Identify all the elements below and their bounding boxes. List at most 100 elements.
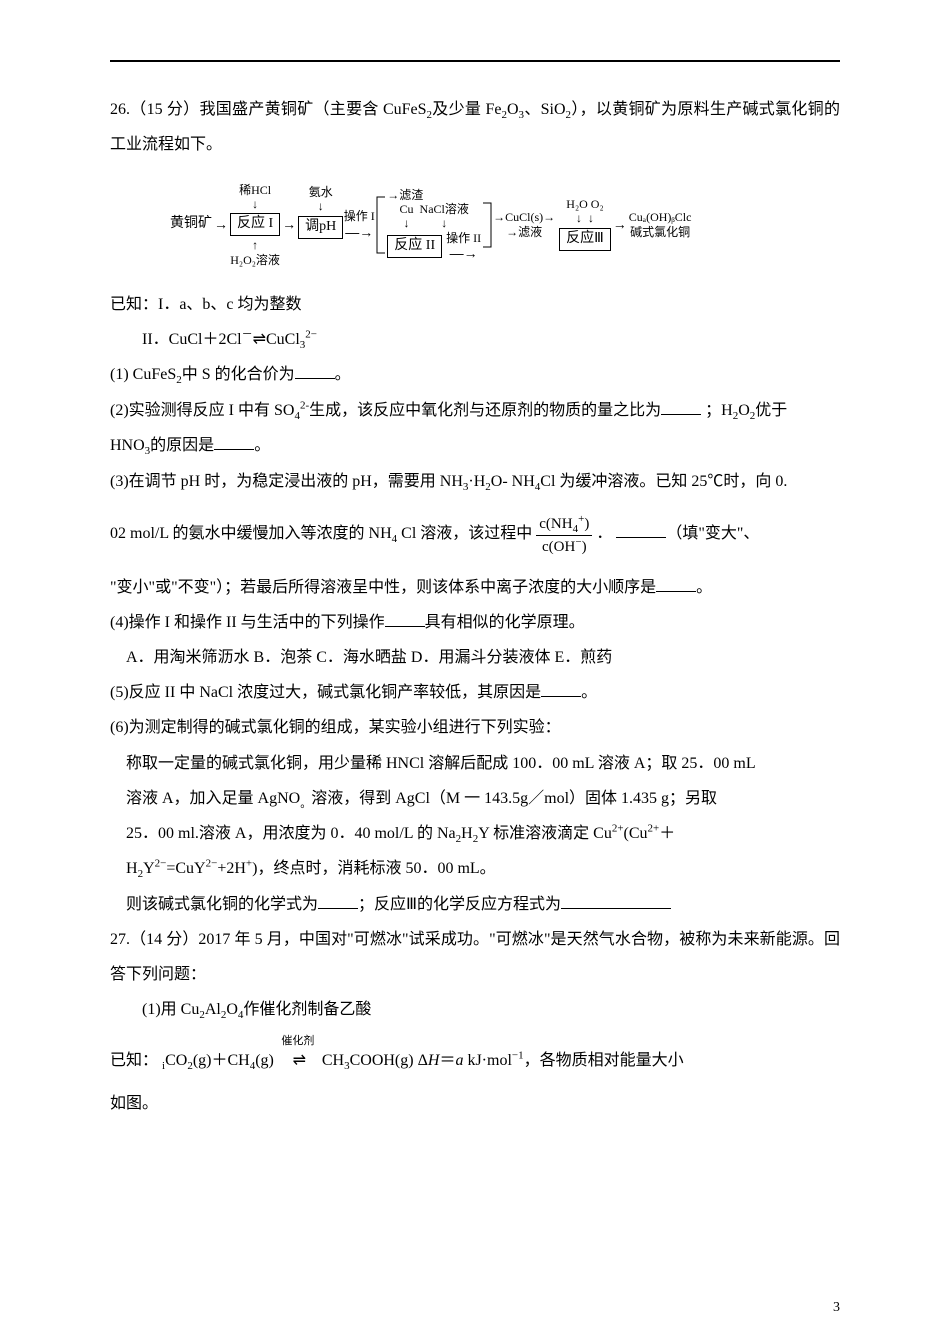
q27-1a: (1)用 Cu: [142, 1001, 199, 1018]
q27-1d: 作催化剂制备乙酸: [243, 1001, 371, 1018]
ammonia: 氨水: [309, 185, 333, 199]
q26-2: (2)实验测得反应 I 中有 SO42-生成，该反应中氧化剂与还原剂的物质的量之…: [110, 393, 840, 428]
blank-9: [561, 908, 671, 909]
eq-pre: 已知：: [110, 1052, 158, 1069]
q27-eq: 已知： iCO2(g)＋CH4(g) 催化剂 ⇌ CH3COOH(g) ΔH＝a…: [110, 1036, 840, 1078]
p6-l3c: Y 标准溶液滴定 Cu: [478, 825, 612, 842]
blank-1: [295, 378, 335, 379]
arrow-4: —→: [450, 245, 478, 262]
nacl-label: NaCl溶液: [420, 202, 469, 216]
frac-num-pre: c(NH: [539, 516, 572, 532]
sup-2m2: 2−: [155, 858, 167, 870]
sup-2m: 2-: [300, 400, 309, 412]
blank-7: [541, 696, 581, 697]
q26-4: (4)操作 I 和操作 II 与生活中的下列操作 具有相似的化学原理。: [110, 605, 840, 640]
p6-l3d: (Cu: [624, 825, 648, 842]
p6-l4b: Y: [143, 860, 155, 877]
p1-end: 。: [335, 366, 351, 383]
eq-eq: ＝: [439, 1052, 455, 1069]
q27-foot: 如图。: [110, 1086, 840, 1121]
eq-tail: ，各物质相对能量大小: [524, 1052, 684, 1069]
sup-m1: −1: [512, 1049, 524, 1061]
product-formula: Cuₐ(OH)ᵦClc: [629, 210, 692, 224]
p4-b: 具有相似的化学原理。: [425, 614, 585, 631]
eq-h-italic: H: [428, 1052, 440, 1069]
arrow-5: →: [613, 216, 627, 233]
frac-den-post: ): [582, 539, 587, 555]
p6-l3e: ＋: [659, 825, 675, 842]
q26-6-l3: 25．00 ml.溶液 A，用浓度为 0．40 mol/L 的 Na2H2Y 标…: [110, 816, 840, 851]
arrow-3: —→: [345, 224, 373, 241]
p3-l3a: "变小"或"不变"）；若最后所得溶液呈中性，则该体系中离子浓度的大小顺序是: [110, 579, 656, 596]
q26-1: (1) CuFeS2中 S 的化合价为。: [110, 357, 840, 392]
blank-2: [661, 414, 701, 415]
eq-g1: (g)＋CH: [193, 1052, 250, 1069]
catalyst-arrow: 催化剂 ⇌: [278, 1036, 318, 1078]
p6-l5b: ；反应Ⅲ的化学反应方程式为: [358, 896, 561, 913]
p6-l5a: 则该碱式氯化铜的化学式为: [126, 896, 318, 913]
p3-l3b: 。: [696, 579, 712, 596]
p3-l2d: ．: [596, 525, 616, 542]
blank-4: [616, 537, 666, 538]
arrow-down-4: ↓: [441, 216, 447, 230]
top-rule: [110, 60, 840, 62]
process-flow-diagram: 黄铜矿 → 稀HCl ↓ 反应 I ↑ H₂O₂溶液 → 氨水 ↓ 调pH 操作…: [110, 163, 840, 287]
frac-den-pre: c(OH: [542, 539, 575, 555]
q26-t2: 及少量 Fe: [432, 101, 501, 118]
q26-6-l4: H2Y2−=CuY2−+2H+)，终点时，消耗标液 50．00 mL。: [110, 851, 840, 886]
known2-pre: II．CuCl＋2Cl: [142, 331, 242, 348]
sup-minus: －: [242, 329, 253, 341]
bracket-left: [375, 195, 387, 255]
p3-l2a: 02 mol/L 的氨水中缓慢加入等浓度的 NH: [110, 525, 392, 542]
p2-end: 。: [254, 437, 270, 454]
p4-a: (4)操作 I 和操作 II 与生活中的下列操作: [110, 614, 385, 631]
arrow-up-1: ↑: [252, 238, 258, 252]
arrow-down-2: ↓: [318, 199, 324, 213]
q26-3-line2: 02 mol/L 的氨水中缓慢加入等浓度的 NH4 Cl 溶液，该过程中 c(N…: [110, 513, 840, 556]
p3-b: ·H: [468, 473, 485, 490]
eq-arrow: ⇌: [253, 331, 266, 348]
q26-6-l5: 则该碱式氯化铜的化学式为 ；反应Ⅲ的化学反应方程式为: [110, 887, 840, 922]
p3-d: Cl 为缓冲溶液。已知 25℃时，向 0.: [540, 473, 787, 490]
known-2: II．CuCl＋2Cl－⇌CuCl32−: [110, 322, 840, 357]
q26-6-l1: 称取一定量的碱式氯化铜，用少量稀 HNCl 溶解后配成 100．00 mL 溶液…: [110, 746, 840, 781]
p2-hno3: HNO: [110, 437, 145, 454]
eq-prod: CH: [322, 1052, 344, 1069]
reaction-1-box: 反应 I: [230, 213, 280, 236]
product-name: 碱式氯化铜: [630, 225, 690, 239]
p6-l2b: 溶液，得到 AgCl（M 一 143.5g／mol）固体 1.435 g；另取: [311, 790, 717, 807]
cu-label: Cu: [400, 202, 414, 216]
slag: 滤渣: [399, 188, 423, 202]
p2-tail: 的原因是: [150, 437, 214, 454]
arrow-2: →: [282, 216, 296, 233]
p6-l3a: 25．00 ml.溶液 A，用浓度为 0．40 mol/L 的 Na: [126, 825, 456, 842]
q26-6: (6)为测定制得的碱式氯化铜的组成，某实验小组进行下列实验：: [110, 710, 840, 745]
p6-l4e: )，终点时，消耗标液 50．00 mL。: [252, 860, 496, 877]
p1-pre: (1) CuFeS: [110, 366, 176, 383]
frac-num-post: ): [584, 516, 589, 532]
q27-1: (1)用 Cu2Al2O4作催化剂制备乙酸: [110, 992, 840, 1027]
eq-unit: kJ·mol: [463, 1052, 511, 1069]
arrow-1: →: [214, 216, 228, 233]
op2-label: 操作 II: [446, 231, 481, 245]
sup-2minus: 2−: [305, 329, 317, 341]
arrow-down-3: ↓: [404, 216, 410, 230]
q26-o: O: [507, 101, 519, 118]
q26-5: (5)反应 II 中 NaCl 浓度过大，碱式氯化铜产率较低，其原因是。: [110, 675, 840, 710]
sup-2p2: 2+: [648, 823, 660, 835]
sup-2p: 2+: [612, 823, 624, 835]
p2-mid: 生成，该反应中氧化剂与还原剂的物质的量之比为: [309, 402, 661, 419]
p3-a: (3)在调节 pH 时，为稳定浸出液的 pH，需要用 NH: [110, 473, 463, 490]
blank-8: [318, 908, 358, 909]
p3-c: O- NH: [491, 473, 535, 490]
p2-o2: O: [738, 402, 750, 419]
p6-l4c: =CuY: [166, 860, 205, 877]
eq-co2: CO: [165, 1052, 187, 1069]
p2-adv: 优于: [755, 402, 787, 419]
blank-6: [385, 626, 425, 627]
bracket-right: [481, 201, 493, 249]
blank-5: [656, 591, 696, 592]
q27-1c: O: [226, 1001, 238, 1018]
p5-a: (5)反应 II 中 NaCl 浓度过大，碱式氯化铜产率较低，其原因是: [110, 684, 541, 701]
p3-l2e: （填"变大"、: [666, 525, 759, 542]
